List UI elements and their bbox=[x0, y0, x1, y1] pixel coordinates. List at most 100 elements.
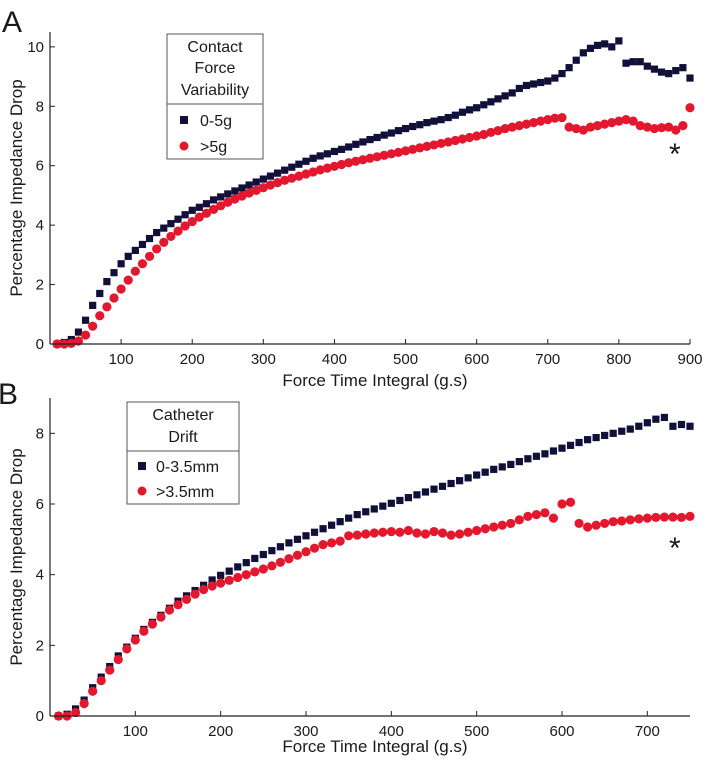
panel-a-point-circle bbox=[528, 118, 539, 128]
panel-b-point-circle bbox=[267, 561, 277, 571]
panel-a-point-square bbox=[181, 211, 189, 219]
panel-a-x-tick-label: 100 bbox=[109, 351, 134, 368]
panel-a-point-square bbox=[608, 43, 616, 51]
panel-a-point-square bbox=[252, 178, 260, 186]
panel-b-point-square bbox=[353, 511, 361, 519]
panel-a-point-circle bbox=[365, 153, 375, 163]
panel-a-legend-title-2: Force bbox=[195, 60, 236, 77]
panel-a-significance-star: * bbox=[669, 138, 681, 171]
panel-a-point-square bbox=[423, 119, 431, 127]
panel-a-point-square bbox=[579, 49, 587, 57]
panel-a-point-square bbox=[665, 70, 673, 78]
panel-a-point-square bbox=[380, 131, 388, 139]
panel-a-y-axis-label: Percentage Impedance Drop bbox=[7, 79, 26, 296]
panel-a-point-square bbox=[345, 143, 353, 151]
panel-a-legend-marker-0-5g bbox=[180, 116, 188, 124]
panel-a-point-circle bbox=[237, 191, 247, 201]
panel-a-point-circle bbox=[152, 244, 162, 254]
panel-b-point-circle bbox=[523, 511, 533, 521]
panel-a-point-square bbox=[444, 113, 452, 122]
panel-a-point-square bbox=[195, 203, 203, 211]
panel-b-point-square bbox=[575, 438, 583, 447]
panel-b-point-square bbox=[387, 499, 395, 507]
panel-b-point-square bbox=[541, 450, 549, 458]
panel-b-point-square bbox=[438, 482, 447, 490]
panel-b-point-circle bbox=[420, 529, 431, 539]
panel-a-series-low bbox=[53, 37, 694, 348]
panel-a-point-circle bbox=[457, 134, 468, 144]
panel-b-point-square bbox=[234, 563, 242, 571]
panel-a-point-circle bbox=[123, 275, 133, 285]
panel-b-label: B bbox=[0, 378, 18, 411]
panel-b-point-square bbox=[293, 535, 302, 543]
panel-a-point-square bbox=[124, 252, 132, 260]
panel-b-point-square bbox=[421, 488, 430, 496]
panel-b-point-circle bbox=[625, 515, 635, 525]
panel-b-y-tick-label: 0 bbox=[36, 708, 44, 725]
panel-a-point-square bbox=[537, 78, 545, 87]
panel-b-legend-marker-gt3-5mm bbox=[137, 486, 147, 496]
panel-b-point-square bbox=[473, 471, 481, 479]
panel-a-point-circle bbox=[88, 321, 98, 331]
panel-a-point-circle bbox=[635, 121, 645, 131]
panel-a-point-square bbox=[565, 64, 573, 72]
panel-a-point-square bbox=[330, 147, 339, 156]
panel-a-point-circle bbox=[521, 119, 532, 129]
panel-b-point-circle bbox=[651, 512, 661, 523]
panel-a-point-circle bbox=[301, 169, 311, 179]
panel-b-x-tick-label: 400 bbox=[379, 723, 404, 740]
panel-b-point-square bbox=[310, 528, 319, 536]
panel-a-point-circle bbox=[386, 149, 396, 159]
panel-a-point-circle bbox=[500, 123, 510, 134]
panel-a-point-square bbox=[138, 240, 147, 249]
panel-b-point-circle bbox=[531, 509, 542, 520]
panel-b-point-circle bbox=[463, 527, 473, 537]
panel-a-point-circle bbox=[486, 127, 496, 138]
panel-b-point-circle bbox=[600, 518, 610, 529]
panel-a-legend-title-3: Variability bbox=[181, 82, 249, 99]
panel-a-point-circle bbox=[429, 140, 439, 150]
panel-b-point-circle bbox=[574, 518, 584, 529]
panel-a-point-square bbox=[615, 37, 623, 45]
panel-a-point-circle bbox=[223, 197, 233, 207]
panel-b-point-circle bbox=[369, 528, 379, 538]
panel-b-point-square bbox=[532, 452, 540, 460]
panel-b-point-circle bbox=[156, 612, 166, 622]
panel-a-x-tick-label: 700 bbox=[535, 351, 560, 368]
panel-b-point-circle bbox=[548, 513, 559, 523]
panel-a-point-circle bbox=[116, 284, 126, 294]
panel-a-legend-label-0-5g: 0-5g bbox=[200, 113, 232, 130]
panel-b-point-square bbox=[626, 425, 634, 433]
panel-b-point-circle bbox=[685, 511, 695, 521]
panel-a-point-square bbox=[316, 152, 324, 160]
panel-a-point-square bbox=[359, 138, 367, 146]
panel-a-y-tick-label: 4 bbox=[36, 217, 44, 234]
panel-b-point-square bbox=[456, 477, 464, 485]
panel-a-point-square bbox=[629, 58, 637, 66]
panel-a-point-square bbox=[494, 95, 502, 103]
panel-a-point-circle bbox=[351, 156, 361, 166]
panel-a-x-tick-label: 900 bbox=[677, 351, 702, 368]
panel-b-point-square bbox=[276, 543, 284, 551]
panel-a-point-circle bbox=[102, 302, 112, 312]
panel-b-point-square bbox=[447, 479, 455, 488]
panel-a-point-square bbox=[217, 193, 225, 201]
panel-a-point-circle bbox=[408, 144, 418, 154]
panel-b-point-circle bbox=[455, 529, 465, 539]
panel-a-point-square bbox=[551, 74, 559, 82]
panel-b-point-circle bbox=[497, 520, 507, 530]
panel-a-point-circle bbox=[393, 147, 404, 157]
panel-b-point-circle bbox=[190, 589, 200, 599]
panel-b-point-circle bbox=[506, 518, 516, 529]
panel-b-point-square bbox=[481, 468, 489, 476]
panel-a-point-square bbox=[544, 77, 552, 85]
panel-a-point-square bbox=[209, 196, 218, 204]
panel-b-point-circle bbox=[361, 529, 371, 539]
panel-a-point-square bbox=[238, 184, 246, 192]
panel-a-point-square bbox=[224, 190, 232, 198]
panel-b-point-circle bbox=[395, 527, 405, 537]
panel-a-point-square bbox=[302, 157, 310, 165]
panel-b-point-circle bbox=[181, 594, 192, 605]
panel-b-point-circle bbox=[96, 676, 106, 686]
panel-a-point-square bbox=[366, 135, 374, 144]
